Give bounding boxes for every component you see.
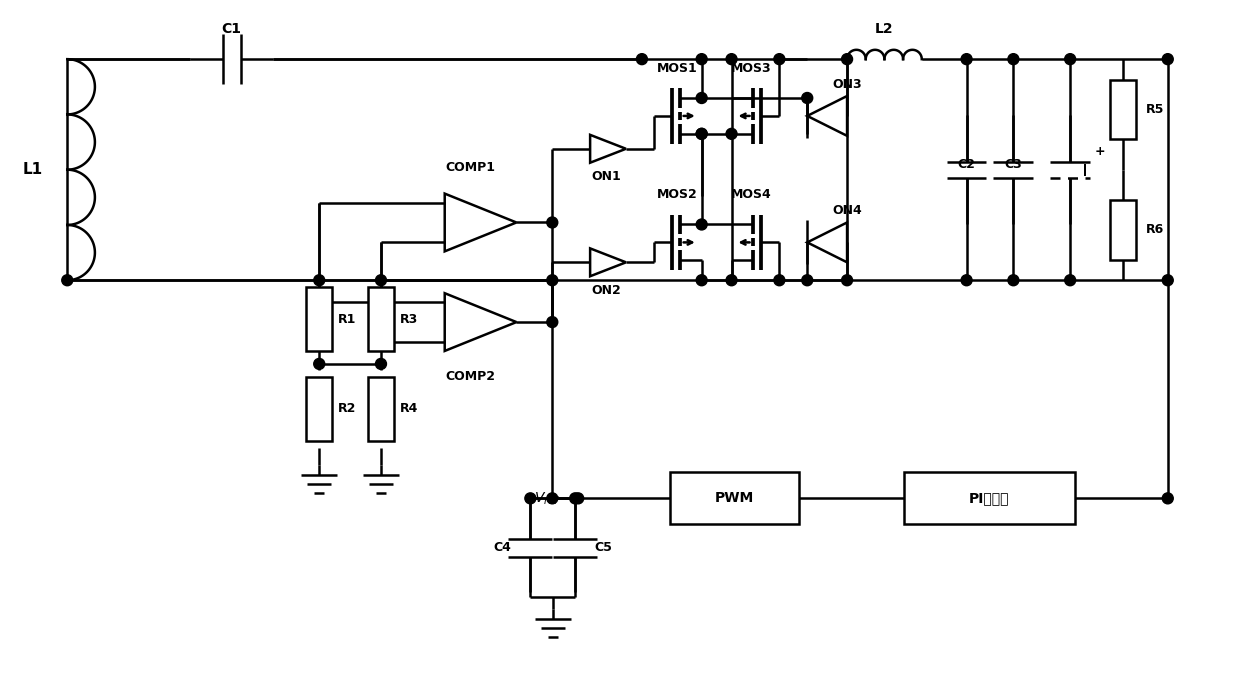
Circle shape: [1162, 493, 1173, 504]
Circle shape: [696, 219, 707, 230]
Circle shape: [696, 129, 707, 139]
Bar: [368, 377, 394, 441]
Circle shape: [696, 275, 707, 286]
Circle shape: [573, 493, 584, 504]
Circle shape: [774, 275, 785, 286]
Text: R1: R1: [339, 313, 356, 326]
Text: ON2: ON2: [591, 284, 621, 296]
Circle shape: [376, 358, 387, 369]
Circle shape: [696, 92, 707, 103]
Text: COMP1: COMP1: [445, 161, 496, 174]
Circle shape: [727, 54, 737, 65]
Circle shape: [696, 54, 707, 65]
Text: R2: R2: [339, 402, 356, 415]
Circle shape: [774, 54, 785, 65]
Bar: [1110, 200, 1136, 260]
Text: PI控制器: PI控制器: [970, 492, 1009, 505]
Circle shape: [1065, 275, 1075, 286]
Text: MOS3: MOS3: [732, 62, 771, 75]
Circle shape: [696, 129, 707, 139]
Text: C3: C3: [1004, 158, 1022, 171]
Text: R4: R4: [399, 402, 418, 415]
Text: R6: R6: [1146, 224, 1164, 237]
Bar: [368, 287, 394, 351]
Text: MOS2: MOS2: [656, 188, 697, 201]
Text: R3: R3: [399, 313, 418, 326]
Circle shape: [547, 217, 558, 228]
Bar: [904, 473, 1075, 524]
Text: PWM: PWM: [715, 492, 754, 505]
Circle shape: [1162, 54, 1173, 65]
Circle shape: [727, 275, 737, 286]
Circle shape: [802, 92, 812, 103]
Circle shape: [1008, 275, 1019, 286]
Circle shape: [525, 493, 536, 504]
Circle shape: [961, 275, 972, 286]
Circle shape: [62, 275, 73, 286]
Text: L1: L1: [22, 163, 42, 177]
Text: C5: C5: [594, 541, 613, 554]
Bar: [306, 377, 332, 441]
Circle shape: [569, 493, 580, 504]
Text: C2: C2: [957, 158, 976, 171]
Text: +: +: [1095, 146, 1105, 158]
Text: C1: C1: [222, 22, 242, 36]
Circle shape: [842, 275, 853, 286]
Text: COMP2: COMP2: [445, 371, 496, 384]
Text: MOS4: MOS4: [732, 188, 771, 201]
Bar: [670, 473, 800, 524]
Circle shape: [1162, 275, 1173, 286]
Text: $V_{ref}$: $V_{ref}$: [534, 490, 560, 507]
Circle shape: [636, 54, 647, 65]
Circle shape: [547, 275, 558, 286]
Text: ON4: ON4: [832, 204, 862, 217]
Circle shape: [1008, 54, 1019, 65]
Text: C4: C4: [494, 541, 511, 554]
Circle shape: [1065, 54, 1075, 65]
Circle shape: [961, 54, 972, 65]
Text: L2: L2: [875, 22, 894, 36]
Bar: [1110, 80, 1136, 139]
Circle shape: [802, 275, 812, 286]
Text: ON3: ON3: [832, 78, 862, 90]
Circle shape: [727, 129, 737, 139]
Circle shape: [842, 54, 853, 65]
Circle shape: [376, 275, 387, 286]
Text: R5: R5: [1146, 103, 1164, 116]
Text: MOS1: MOS1: [656, 62, 697, 75]
Text: ON1: ON1: [591, 170, 621, 183]
Circle shape: [547, 317, 558, 328]
Bar: [306, 287, 332, 351]
Circle shape: [314, 275, 325, 286]
Circle shape: [314, 358, 325, 369]
Circle shape: [547, 493, 558, 504]
